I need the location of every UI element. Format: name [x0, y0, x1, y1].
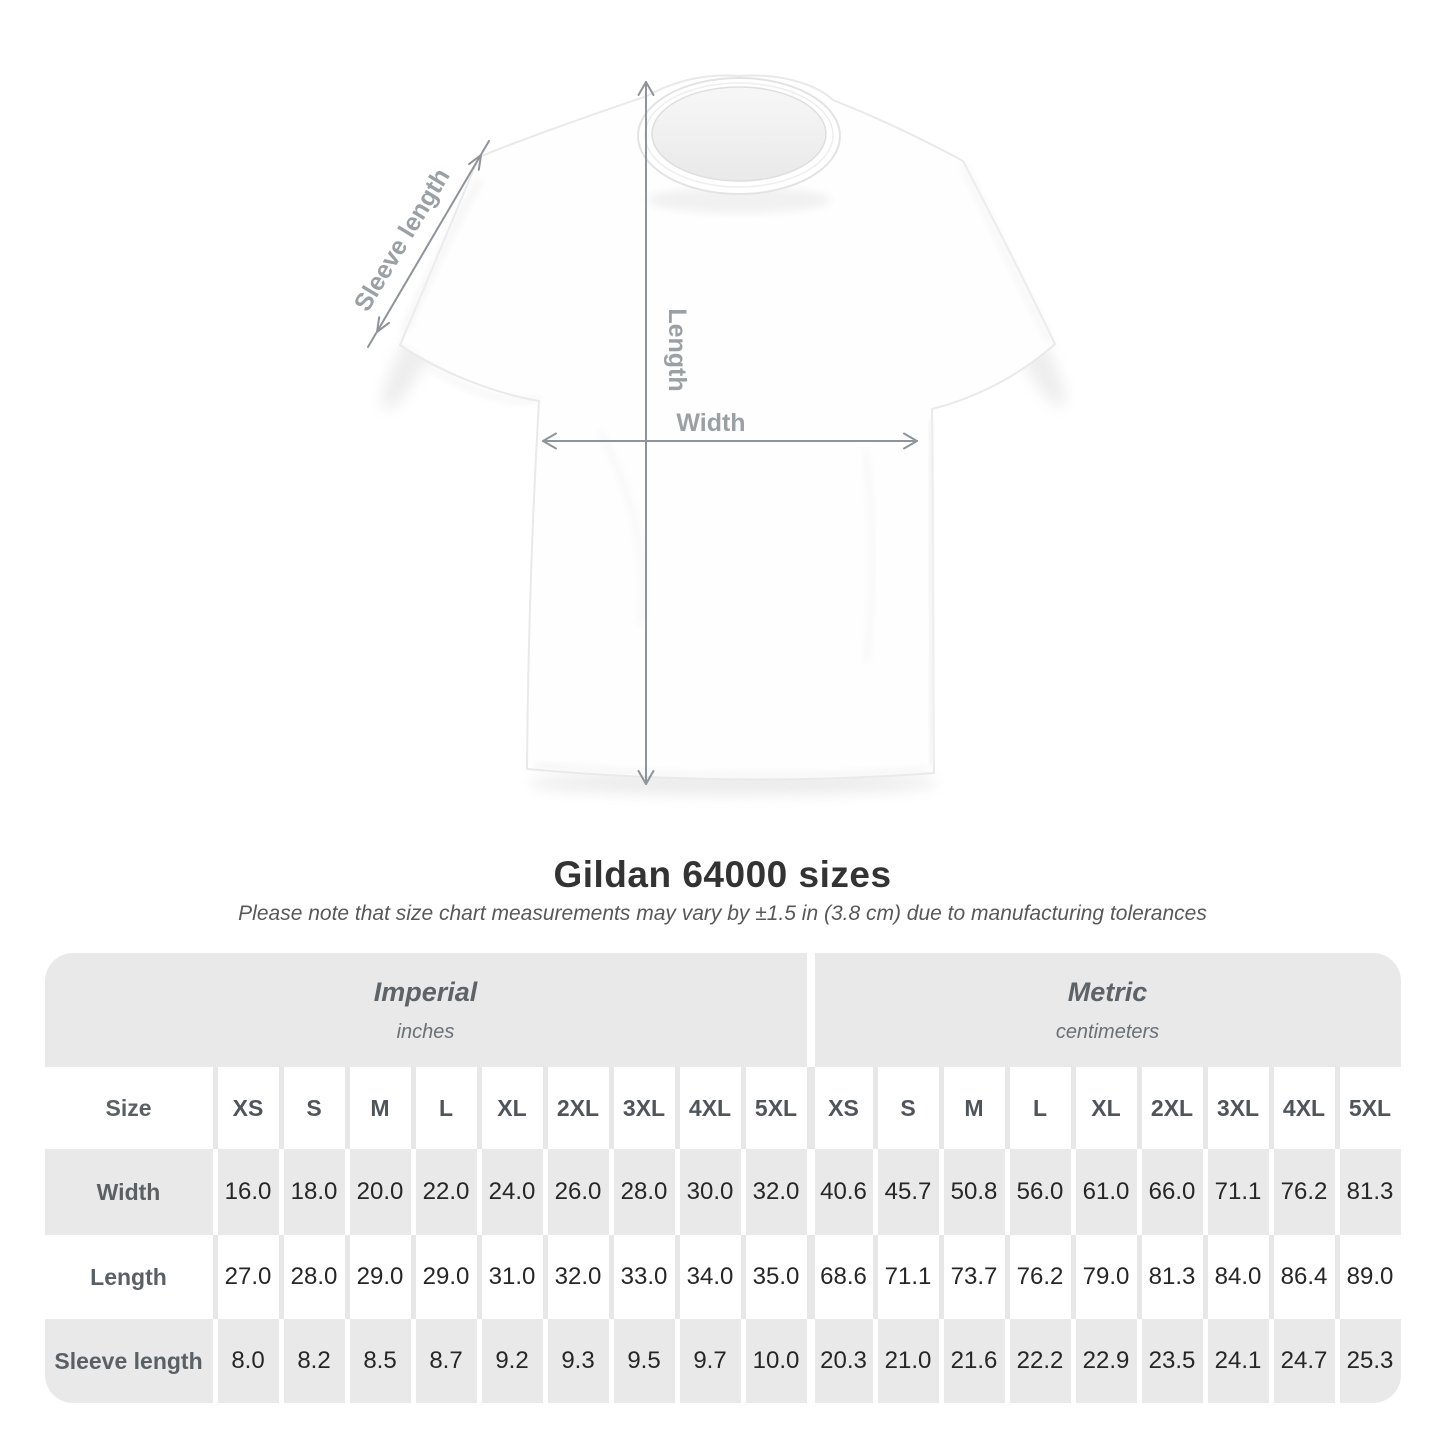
- measurement-cell: 76.2: [1268, 1149, 1335, 1235]
- measurement-cell: 29.0: [344, 1235, 411, 1319]
- size-header: 4XL: [674, 1067, 741, 1149]
- measurement-cell: 31.0: [476, 1235, 543, 1319]
- measurement-cell: 9.3: [542, 1319, 609, 1403]
- measurement-cell: 35.0: [740, 1235, 807, 1319]
- size-header: XS: [806, 1067, 873, 1149]
- measurement-cell: 71.1: [872, 1235, 939, 1319]
- measurement-cell: 32.0: [740, 1149, 807, 1235]
- measurement-cell: 8.2: [278, 1319, 345, 1403]
- measurement-cell: 50.8: [938, 1149, 1005, 1235]
- measurement-cell: 45.7: [872, 1149, 939, 1235]
- measurement-cell: 81.3: [1136, 1235, 1203, 1319]
- measurement-cell: 66.0: [1136, 1149, 1203, 1235]
- measurement-cell: 22.0: [410, 1149, 477, 1235]
- metric-subtitle: centimeters: [1055, 1020, 1160, 1043]
- measurement-cell: 18.0: [278, 1149, 345, 1235]
- measurement-cell: 8.7: [410, 1319, 477, 1403]
- measurement-cell: 27.0: [212, 1235, 279, 1319]
- width-label: Width: [676, 409, 745, 437]
- size-header: L: [1004, 1067, 1071, 1149]
- imperial-subtitle: inches: [396, 1020, 455, 1043]
- row-label: Width: [44, 1149, 213, 1235]
- collar-shadow: [647, 187, 831, 213]
- length-arrow: [637, 81, 655, 785]
- chart-title: Gildan 64000 sizes: [553, 854, 892, 895]
- measurement-cell: 9.5: [608, 1319, 675, 1403]
- measurement-cell: 81.3: [1334, 1149, 1401, 1235]
- measurement-cell: 16.0: [212, 1149, 279, 1235]
- measurement-cell: 76.2: [1004, 1235, 1071, 1319]
- measurement-cell: 24.7: [1268, 1319, 1335, 1403]
- measurement-cell: 8.0: [212, 1319, 279, 1403]
- size-header: S: [278, 1067, 345, 1149]
- size-header: 3XL: [608, 1067, 675, 1149]
- measurement-cell: 26.0: [542, 1149, 609, 1235]
- measurement-cell: 29.0: [410, 1235, 477, 1319]
- metric-section-header: Metric centimeters: [806, 953, 1401, 1067]
- measurement-cell: 61.0: [1070, 1149, 1137, 1235]
- measurement-cell: 28.0: [608, 1149, 675, 1235]
- size-header: 2XL: [1136, 1067, 1203, 1149]
- measurement-cell: 56.0: [1004, 1149, 1071, 1235]
- measurement-cell: 68.6: [806, 1235, 873, 1319]
- row-label: Sleeve length: [44, 1319, 213, 1403]
- size-diagram: Sleeve length Length Width: [349, 74, 1065, 795]
- size-header: 2XL: [542, 1067, 609, 1149]
- measurement-cell: 32.0: [542, 1235, 609, 1319]
- size-header: 5XL: [1334, 1067, 1401, 1149]
- measurement-cell: 8.5: [344, 1319, 411, 1403]
- size-header: 4XL: [1268, 1067, 1335, 1149]
- size-header: M: [344, 1067, 411, 1149]
- measurement-cell: 34.0: [674, 1235, 741, 1319]
- measurement-cell: 25.3: [1334, 1319, 1401, 1403]
- length-label: Length: [663, 308, 691, 391]
- sleeve-length-arrow: [367, 140, 490, 348]
- size-header: XL: [476, 1067, 543, 1149]
- measurement-cell: 24.0: [476, 1149, 543, 1235]
- size-column-label: Size: [44, 1067, 213, 1149]
- measurement-cell: 21.0: [872, 1319, 939, 1403]
- collar-inner: [651, 86, 827, 182]
- measurement-cell: 33.0: [608, 1235, 675, 1319]
- metric-title: Metric: [1067, 976, 1148, 1007]
- size-header: M: [938, 1067, 1005, 1149]
- measurement-cell: 71.1: [1202, 1149, 1269, 1235]
- measurement-cell: 23.5: [1136, 1319, 1203, 1403]
- measurement-cell: 28.0: [278, 1235, 345, 1319]
- tolerance-note: Please note that size chart measurements…: [238, 902, 1207, 925]
- tshirt-image: [398, 74, 1057, 781]
- measurement-cell: 40.6: [806, 1149, 873, 1235]
- measurement-cell: 10.0: [740, 1319, 807, 1403]
- measurement-cell: 20.0: [344, 1149, 411, 1235]
- size-header: L: [410, 1067, 477, 1149]
- size-table: Imperial inches Metric centimeters Size X…: [44, 953, 1401, 1403]
- measurement-cell: 9.7: [674, 1319, 741, 1403]
- imperial-title: Imperial: [373, 976, 478, 1007]
- imperial-section-header: Imperial inches: [44, 953, 807, 1067]
- measurement-cell: 86.4: [1268, 1235, 1335, 1319]
- size-header: XL: [1070, 1067, 1137, 1149]
- measurement-cell: 20.3: [806, 1319, 873, 1403]
- measurement-cell: 22.9: [1070, 1319, 1137, 1403]
- size-header: 5XL: [740, 1067, 807, 1149]
- measurement-cell: 24.1: [1202, 1319, 1269, 1403]
- measurement-cell: 22.2: [1004, 1319, 1071, 1403]
- measurement-cell: 73.7: [938, 1235, 1005, 1319]
- measurement-cell: 30.0: [674, 1149, 741, 1235]
- row-label: Length: [44, 1235, 213, 1319]
- measurement-cell: 9.2: [476, 1319, 543, 1403]
- measurement-cell: 21.6: [938, 1319, 1005, 1403]
- measurement-cell: 84.0: [1202, 1235, 1269, 1319]
- measurement-cell: 79.0: [1070, 1235, 1137, 1319]
- size-header: XS: [212, 1067, 279, 1149]
- measurement-cell: 89.0: [1334, 1235, 1401, 1319]
- width-arrow: [542, 432, 918, 450]
- size-header: 3XL: [1202, 1067, 1269, 1149]
- size-header: S: [872, 1067, 939, 1149]
